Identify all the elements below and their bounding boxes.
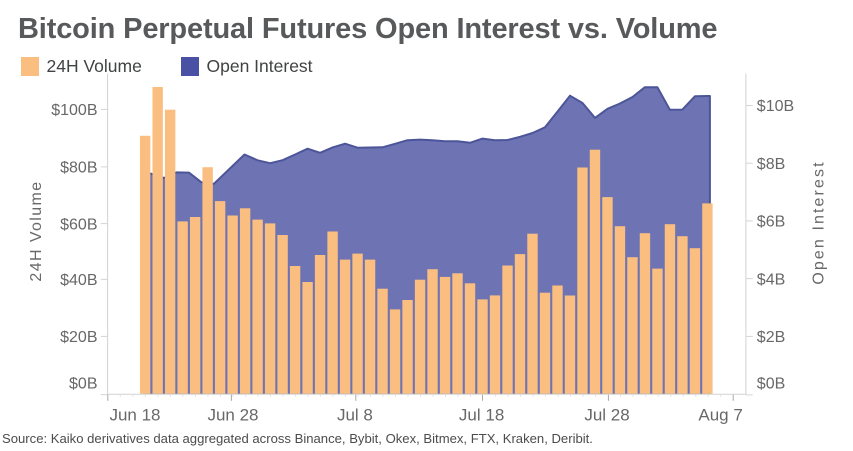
svg-text:$10B: $10B [757,98,794,115]
svg-text:Jul 28: Jul 28 [584,406,629,425]
svg-text:Aug 7: Aug 7 [698,406,742,425]
svg-text:$80B: $80B [60,160,97,177]
svg-text:$4B: $4B [757,271,785,288]
svg-text:$40B: $40B [60,272,97,289]
svg-text:Jun 18: Jun 18 [109,406,160,425]
svg-text:24H Volume: 24H Volume [28,180,45,281]
svg-text:Jun 28: Jun 28 [207,406,258,425]
svg-text:$0B: $0B [757,376,785,393]
svg-text:$60B: $60B [60,216,97,233]
svg-text:Jul 8: Jul 8 [337,406,373,425]
svg-text:$8B: $8B [757,156,785,173]
svg-text:$6B: $6B [757,214,785,231]
svg-text:$2B: $2B [757,329,785,346]
svg-text:$20B: $20B [60,329,97,346]
svg-text:$100B: $100B [51,102,97,119]
svg-text:$0B: $0B [69,376,97,393]
svg-text:Open Interest: Open Interest [810,160,827,284]
svg-text:Jul 18: Jul 18 [459,406,504,425]
